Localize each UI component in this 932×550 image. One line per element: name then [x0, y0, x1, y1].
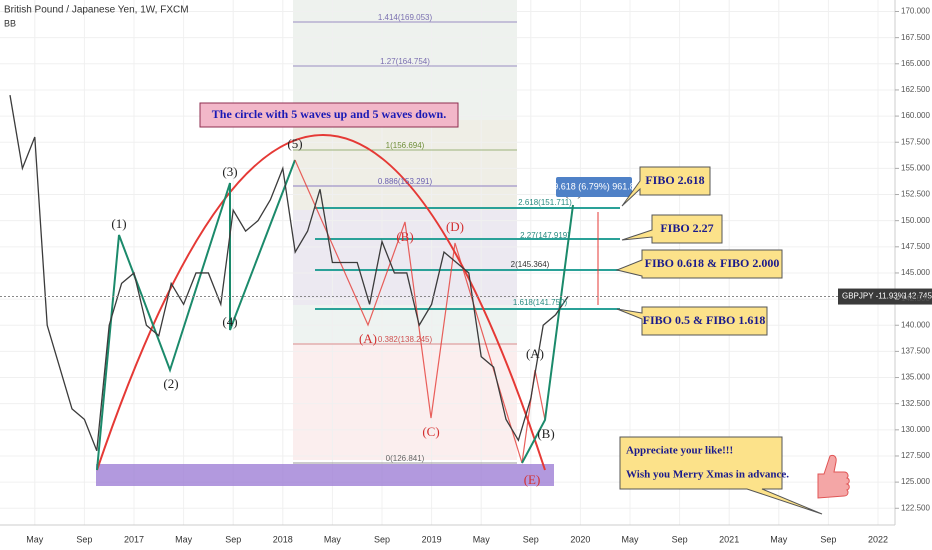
zone	[293, 345, 517, 460]
x-tick-label: 2020	[570, 534, 590, 544]
thumbs-up-icon	[817, 454, 850, 499]
y-tick-label: 127.500	[901, 451, 930, 460]
zone	[293, 0, 517, 120]
wave-label: (B)	[537, 426, 554, 441]
headline-box	[199, 102, 459, 128]
x-tick-label: May	[324, 534, 342, 544]
fib-label: 1.618(141.750)	[513, 298, 568, 307]
x-tick-label: May	[770, 534, 788, 544]
note-line: Wish you Merry Xmas in advance.	[626, 469, 789, 481]
y-tick-label: 170.000	[901, 7, 930, 16]
wave-label: (5)	[287, 136, 302, 151]
symbol-tag: GBPJPY -11.93%	[842, 292, 905, 301]
support-zone	[96, 464, 554, 486]
y-tick-label: 140.000	[901, 320, 930, 329]
callout-box	[616, 306, 768, 336]
y-tick-label: 152.500	[901, 190, 930, 199]
wave-label: (A)	[359, 331, 377, 346]
y-tick-label: 147.500	[901, 242, 930, 251]
x-tick-label: Sep	[76, 534, 92, 544]
measure-box	[556, 177, 632, 197]
callout-box	[621, 166, 711, 207]
x-tick-label: Sep	[225, 534, 241, 544]
x-tick-label: 2018	[273, 534, 293, 544]
y-tick-label: 165.000	[901, 59, 930, 68]
fib-label: 1.414(169.053)	[378, 13, 433, 22]
callout: FIBO 0.618 & FIBO 2.000	[645, 256, 780, 270]
grid	[0, 0, 895, 525]
circle-arc	[96, 134, 546, 471]
y-tick-label: 145.000	[901, 268, 930, 277]
x-tick-label: May	[621, 534, 639, 544]
wave-label: (1)	[111, 216, 126, 231]
note-line: Appreciate your like!!!	[626, 445, 733, 457]
price-line	[9, 95, 569, 451]
y-tick-label: 157.500	[901, 137, 930, 146]
x-tick-label: Sep	[523, 534, 539, 544]
fib-label: 2.618(151.711)	[518, 198, 572, 207]
y-tick-label: 160.000	[901, 111, 930, 120]
y-tick-label: 142.500	[901, 294, 930, 303]
callout: FIBO 2.27	[660, 221, 713, 235]
wave-label: (4)	[222, 314, 237, 329]
callouts	[615, 166, 823, 515]
y-tick-label: 122.500	[901, 503, 930, 512]
x-tick-label: Sep	[672, 534, 688, 544]
wave-label: (A)	[526, 346, 544, 361]
chart-title: British Pound / Japanese Yen, 1W, FXCM	[4, 5, 189, 16]
wave-label: (B)	[396, 229, 413, 244]
x-tick-label: May	[175, 534, 193, 544]
zone	[293, 120, 517, 210]
callout-box	[615, 249, 783, 279]
callout: FIBO 0.5 & FIBO 1.618	[643, 313, 766, 327]
fib-label: 1.27(164.754)	[380, 57, 430, 66]
callout-box	[621, 214, 723, 244]
labels: 1.414(169.053) 1.27(164.754) 1(156.694) 0.8…	[111, 13, 581, 487]
y-tick-label: 135.000	[901, 373, 930, 382]
fib-label: 0.886(153.291)	[378, 177, 433, 186]
y-tick-label: 125.000	[901, 477, 930, 486]
price-tag-box	[838, 288, 932, 305]
x-tick-label: 2017	[124, 534, 144, 544]
wave-label: (C)	[422, 424, 439, 439]
x-tick-label: Sep	[820, 534, 836, 544]
fib-label: 1(156.694)	[386, 141, 425, 150]
x-tick-label: 2021	[719, 534, 739, 544]
y-tick-label: 167.500	[901, 33, 930, 42]
wave-label: (3)	[222, 164, 237, 179]
y-tick-label: 150.000	[901, 216, 930, 225]
x-tick-label: 2022	[868, 534, 888, 544]
wave-line	[521, 204, 574, 464]
wave-line	[96, 159, 296, 471]
x-tick-label: Sep	[374, 534, 390, 544]
fib-label: 2.27(147.919)	[520, 231, 570, 240]
measure-label: 9.618 (6.79%) 961.8	[553, 181, 635, 191]
wave-label: (D)	[446, 219, 464, 234]
fib-label: 0(126.841)	[386, 454, 425, 463]
indicator: BB	[4, 18, 16, 28]
x-tick-label: 2019	[422, 534, 442, 544]
fib-label: 2(145.364)	[511, 260, 550, 269]
wave-line	[294, 159, 574, 464]
headline: The circle with 5 waves up and 5 waves d…	[212, 107, 446, 121]
last-price: 142.745	[903, 292, 932, 301]
wave-label: (2)	[163, 376, 178, 391]
y-tick-label: 162.500	[901, 85, 930, 94]
y-tick-label: 130.000	[901, 425, 930, 434]
x-tick-label: May	[473, 534, 491, 544]
y-tick-label: 132.500	[901, 399, 930, 408]
price-series	[9, 95, 569, 451]
callout: FIBO 2.618	[645, 173, 704, 187]
note-box	[619, 436, 823, 515]
x-tick-label: May	[26, 534, 44, 544]
price-tag: GBPJPY -11.93%142.745	[838, 288, 932, 305]
y-tick-label: 137.500	[901, 347, 930, 356]
price-axis	[895, 0, 932, 550]
fib-label: 0.382(138.245)	[378, 335, 433, 344]
wave-label: (E)	[524, 472, 541, 487]
y-tick-label: 155.000	[901, 163, 930, 172]
